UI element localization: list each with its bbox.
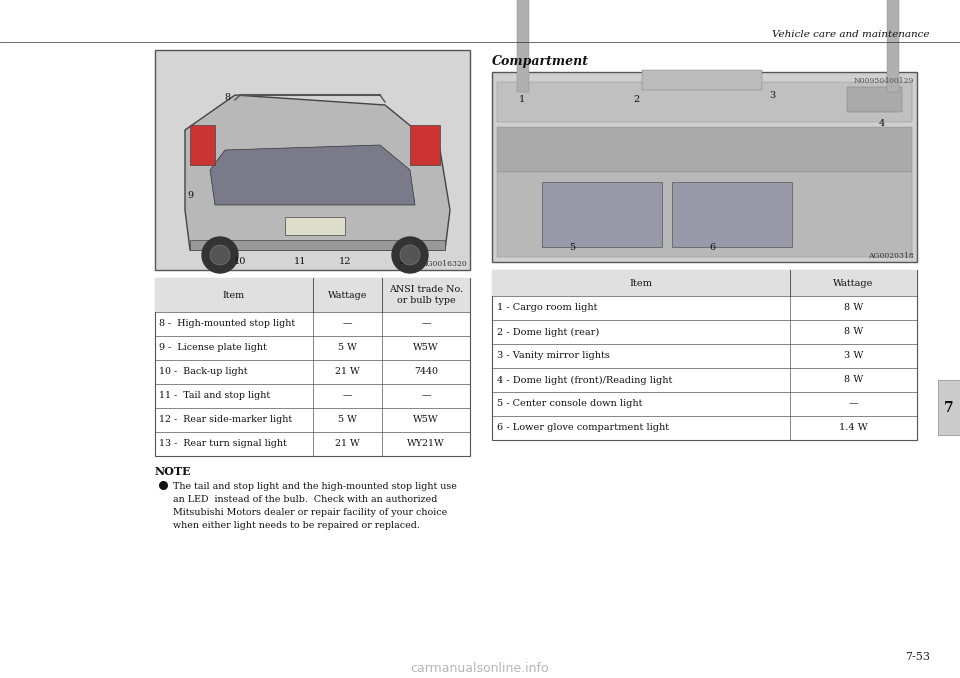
Text: N00950400129: N00950400129 bbox=[853, 77, 914, 85]
Text: NOTE: NOTE bbox=[155, 466, 192, 477]
Text: 11 -  Tail and stop light: 11 - Tail and stop light bbox=[159, 391, 270, 401]
Polygon shape bbox=[210, 145, 415, 205]
Text: Compartment: Compartment bbox=[492, 55, 589, 68]
Text: —: — bbox=[343, 319, 352, 329]
Text: ANSI trade No.
or bulb type: ANSI trade No. or bulb type bbox=[389, 285, 463, 305]
Text: 10 -  Back-up light: 10 - Back-up light bbox=[159, 367, 248, 376]
Bar bbox=[517, 0, 529, 92]
Text: —: — bbox=[421, 319, 431, 329]
Bar bbox=[492, 72, 917, 262]
Text: 5 W: 5 W bbox=[338, 416, 356, 424]
Polygon shape bbox=[542, 182, 662, 247]
Text: 8 W: 8 W bbox=[844, 304, 863, 313]
Text: W5W: W5W bbox=[413, 416, 439, 424]
Text: when either light needs to be repaired or replaced.: when either light needs to be repaired o… bbox=[173, 521, 420, 530]
Bar bbox=[497, 172, 912, 257]
Bar bbox=[410, 125, 440, 165]
Text: 3 W: 3 W bbox=[844, 351, 863, 361]
Text: AG0016320: AG0016320 bbox=[421, 260, 467, 268]
Text: 2: 2 bbox=[634, 96, 640, 104]
Text: 8 W: 8 W bbox=[844, 327, 863, 336]
Bar bbox=[887, 0, 899, 92]
Text: 6: 6 bbox=[708, 243, 715, 252]
Bar bbox=[155, 50, 470, 270]
Bar bbox=[497, 82, 912, 122]
Bar bbox=[938, 380, 960, 435]
Text: Mitsubishi Motors dealer or repair facility of your choice: Mitsubishi Motors dealer or repair facil… bbox=[173, 508, 447, 517]
Text: WY21W: WY21W bbox=[407, 439, 444, 449]
Text: W5W: W5W bbox=[413, 344, 439, 353]
Bar bbox=[492, 270, 917, 296]
Circle shape bbox=[210, 245, 230, 265]
Text: 7440: 7440 bbox=[414, 367, 438, 376]
Bar bbox=[497, 127, 912, 172]
Bar bbox=[190, 240, 445, 250]
Text: 10: 10 bbox=[234, 258, 246, 266]
Text: The tail and stop light and the high-mounted stop light use: The tail and stop light and the high-mou… bbox=[173, 482, 457, 491]
Text: 13 -  Rear turn signal light: 13 - Rear turn signal light bbox=[159, 439, 287, 449]
Text: —: — bbox=[421, 391, 431, 401]
Text: 7-53: 7-53 bbox=[905, 652, 930, 662]
Bar bbox=[492, 270, 917, 440]
Text: carmanualsonline.info: carmanualsonline.info bbox=[411, 662, 549, 675]
Bar bbox=[847, 87, 902, 112]
Text: 5: 5 bbox=[569, 243, 575, 252]
Text: 8: 8 bbox=[224, 92, 230, 102]
Bar bbox=[155, 278, 470, 456]
Text: 8 -  High-mounted stop light: 8 - High-mounted stop light bbox=[159, 319, 295, 329]
Text: 21 W: 21 W bbox=[335, 439, 360, 449]
Text: Item: Item bbox=[629, 279, 652, 287]
Text: 7: 7 bbox=[945, 401, 954, 414]
Bar bbox=[285, 217, 345, 235]
Circle shape bbox=[392, 237, 428, 273]
Circle shape bbox=[202, 237, 238, 273]
Text: 12: 12 bbox=[339, 258, 351, 266]
Text: 13: 13 bbox=[398, 258, 411, 266]
Text: 3: 3 bbox=[769, 90, 775, 100]
Text: AG0020318: AG0020318 bbox=[868, 252, 914, 260]
Text: 8 W: 8 W bbox=[844, 376, 863, 384]
Text: 1 - Cargo room light: 1 - Cargo room light bbox=[497, 304, 597, 313]
Text: Wattage: Wattage bbox=[833, 279, 874, 287]
Polygon shape bbox=[672, 182, 792, 247]
Text: —: — bbox=[849, 399, 858, 409]
Text: —: — bbox=[343, 391, 352, 401]
Text: 5 W: 5 W bbox=[338, 344, 356, 353]
Text: 9 -  License plate light: 9 - License plate light bbox=[159, 344, 267, 353]
Circle shape bbox=[400, 245, 420, 265]
Bar bbox=[190, 125, 215, 165]
Text: 5 - Center console down light: 5 - Center console down light bbox=[497, 399, 642, 409]
Text: 9: 9 bbox=[187, 191, 193, 199]
Text: 6 - Lower glove compartment light: 6 - Lower glove compartment light bbox=[497, 424, 669, 433]
Text: Wattage: Wattage bbox=[327, 290, 367, 300]
Text: 12 -  Rear side-marker light: 12 - Rear side-marker light bbox=[159, 416, 292, 424]
Text: 11: 11 bbox=[294, 258, 306, 266]
Text: 1.4 W: 1.4 W bbox=[839, 424, 868, 433]
Text: Vehicle care and maintenance: Vehicle care and maintenance bbox=[773, 30, 930, 39]
Bar bbox=[155, 278, 470, 312]
Text: 2 - Dome light (rear): 2 - Dome light (rear) bbox=[497, 327, 599, 336]
Text: an LED  instead of the bulb.  Check with an authorized: an LED instead of the bulb. Check with a… bbox=[173, 495, 438, 504]
Text: Item: Item bbox=[223, 290, 245, 300]
Text: 3 - Vanity mirror lights: 3 - Vanity mirror lights bbox=[497, 351, 610, 361]
Text: 4 - Dome light (front)/Reading light: 4 - Dome light (front)/Reading light bbox=[497, 376, 672, 384]
Text: 21 W: 21 W bbox=[335, 367, 360, 376]
Polygon shape bbox=[185, 95, 450, 250]
Bar bbox=[642, 70, 762, 90]
Text: 1: 1 bbox=[518, 96, 525, 104]
Text: 4: 4 bbox=[878, 119, 885, 129]
